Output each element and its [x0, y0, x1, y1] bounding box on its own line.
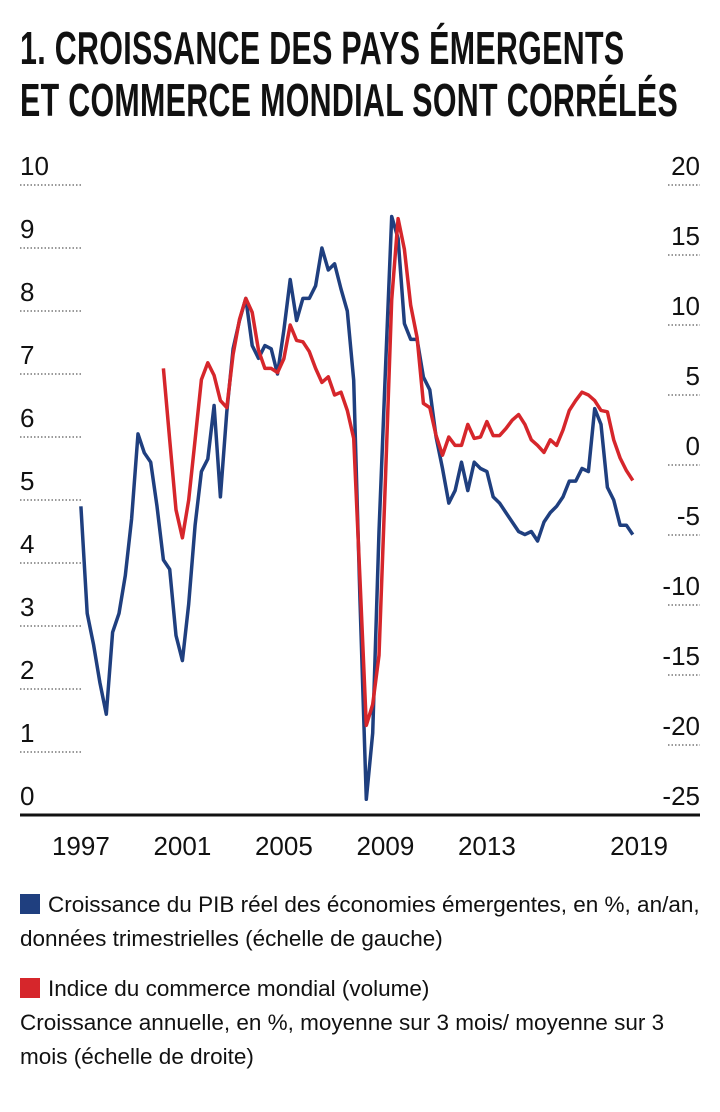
y-tick-label: 6 — [20, 403, 34, 433]
y2-tick-label: 15 — [671, 221, 700, 251]
y-tick-label: 2 — [20, 655, 34, 685]
y2-tick-label: -15 — [662, 641, 700, 671]
legend-swatch — [20, 894, 40, 914]
y2-tick-label: 10 — [671, 291, 700, 321]
legend-entry: Croissance du PIB réel des économies éme… — [20, 888, 710, 956]
legend-entry: Indice du commerce mondial (volume) Crois… — [20, 972, 710, 1074]
y-tick-label: 8 — [20, 277, 34, 307]
data-line — [161, 216, 635, 728]
x-tick-label: 2001 — [153, 831, 211, 861]
chart: 0 1 2 3 4 5 6 7 8 9 10 -25 -20 -15 -10 -5 0 5 10 15 20 1997 20… — [20, 151, 700, 861]
x-tick-label: 2005 — [255, 831, 313, 861]
y-tick-label: 7 — [20, 340, 34, 370]
x-tick-label: 2019 — [610, 831, 668, 861]
y2-tick-label: -20 — [662, 711, 700, 741]
y-tick-label: 4 — [20, 529, 34, 559]
y2-tick-label: 5 — [686, 361, 700, 391]
x-tick-label: 1997 — [52, 831, 110, 861]
y-tick-label: 5 — [20, 466, 34, 496]
legend-label: Croissance du PIB réel des économies éme… — [20, 892, 700, 951]
y2-tick-label: -10 — [662, 571, 700, 601]
y-tick-label: 1 — [20, 718, 34, 748]
y2-tick-label: 0 — [686, 431, 700, 461]
legend-label: Indice du commerce mondial (volume) — [48, 976, 430, 1001]
legend-swatch — [20, 978, 40, 998]
x-tick-label: 2013 — [458, 831, 516, 861]
y2-tick-label: -5 — [677, 501, 700, 531]
chart-title: 1. CROISSANCE DES PAYS ÉMERGENTS ET COMM… — [20, 22, 679, 126]
y-tick-label: 3 — [20, 592, 34, 622]
y-tick-label: 10 — [20, 151, 49, 181]
y2-tick-label: -25 — [662, 781, 700, 811]
y-tick-label: 0 — [20, 781, 34, 811]
legend-note: Croissance annuelle, en %, moyenne sur 3… — [20, 1010, 665, 1069]
y2-tick-label: 20 — [671, 151, 700, 181]
y-tick-label: 9 — [20, 214, 34, 244]
x-tick-label: 2009 — [356, 831, 414, 861]
